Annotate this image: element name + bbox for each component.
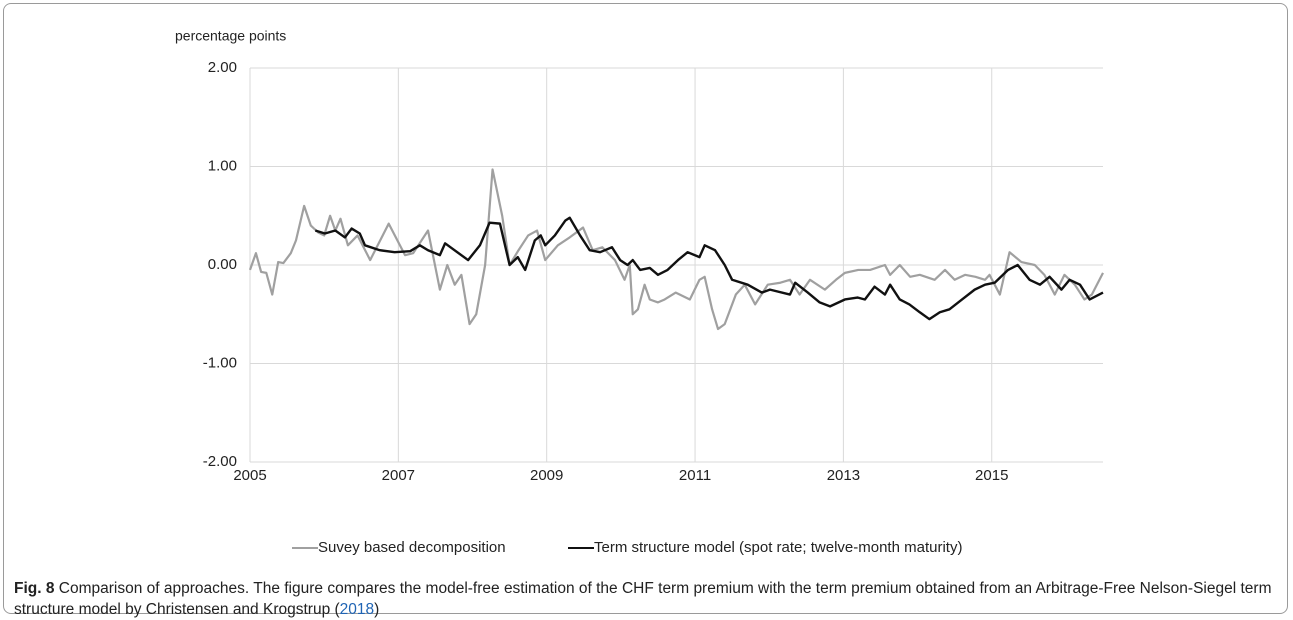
y-tick-label: 1.00 bbox=[208, 157, 237, 174]
series-line bbox=[314, 216, 1104, 321]
chart: percentage points -2.00 -1.00 0.00 1.00 2.00… bbox=[175, 28, 1104, 556]
caption-link[interactable]: 2018 bbox=[339, 601, 375, 618]
x-tick-label: 2007 bbox=[382, 467, 415, 484]
x-tick-label: 2009 bbox=[530, 467, 563, 484]
caption-text-end: ) bbox=[374, 601, 380, 618]
caption-label: Fig. 8 bbox=[14, 580, 55, 597]
series-line bbox=[248, 168, 1104, 331]
y-axis-label: percentage points bbox=[175, 28, 286, 44]
y-tick-label: -1.00 bbox=[203, 354, 237, 371]
y-tick-label: -2.00 bbox=[203, 453, 237, 470]
figure-frame bbox=[3, 3, 1288, 614]
y-tick-label: 0.00 bbox=[208, 256, 237, 273]
caption: Fig. 8 Comparison of approaches. The fig… bbox=[14, 578, 1279, 620]
x-tick-label: 2015 bbox=[975, 467, 1008, 484]
x-tick-label: 2011 bbox=[679, 467, 711, 484]
x-tick-label: 2013 bbox=[827, 467, 860, 484]
legend-label: Term structure model (spot rate; twelve-… bbox=[594, 539, 962, 556]
y-tick-label: 2.00 bbox=[208, 59, 237, 76]
x-tick-label: 2005 bbox=[233, 467, 266, 484]
caption-text: Comparison of approaches. The figure com… bbox=[14, 580, 1272, 618]
legend-label: Suvey based decomposition bbox=[318, 539, 506, 556]
